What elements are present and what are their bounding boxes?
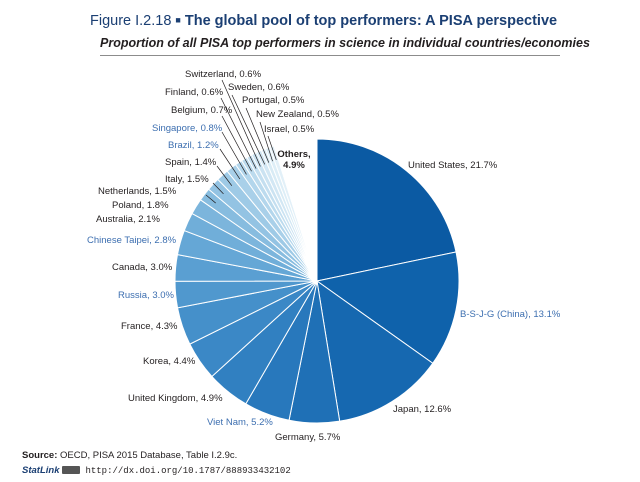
pie-leader-line xyxy=(231,94,266,165)
pie-label: Netherlands, 1.5% xyxy=(98,186,177,197)
statlink-line: StatLink http://dx.doi.org/10.1787/888933… xyxy=(22,465,291,476)
pie-label: Australia, 2.1% xyxy=(96,214,160,225)
pie-label: Others, 4.9% xyxy=(277,149,310,171)
source-note: Source: OECD, PISA 2015 Database, Table … xyxy=(22,450,237,461)
pie-label: Israel, 0.5% xyxy=(264,124,315,135)
statlink-url[interactable]: http://dx.doi.org/10.1787/888933432102 xyxy=(85,466,291,476)
pie-label: Belgium, 0.7% xyxy=(171,105,233,116)
figure-subtitle: Proportion of all PISA top performers in… xyxy=(100,36,590,50)
title-separator-icon: ■ xyxy=(175,15,181,25)
pie-label: B-S-J-G (China), 13.1% xyxy=(460,309,561,320)
pie-label: Poland, 1.8% xyxy=(112,200,169,211)
pie-label: Sweden, 0.6% xyxy=(228,82,290,93)
pie-label: New Zealand, 0.5% xyxy=(256,109,339,120)
pie-label: Spain, 1.4% xyxy=(165,157,217,168)
pie-leader-line xyxy=(267,135,277,160)
statlink-label: StatLink xyxy=(22,465,60,476)
pie-label: Italy, 1.5% xyxy=(165,174,209,185)
pie-slice xyxy=(315,251,460,364)
pie-slices xyxy=(174,138,460,424)
pie-label: Switzerland, 0.6% xyxy=(185,69,262,80)
pie-leader-line xyxy=(216,165,233,186)
figure-number: Figure I.2.18 xyxy=(90,13,172,29)
pie-leader-line xyxy=(219,148,241,180)
pie-label: Singapore, 0.8% xyxy=(152,123,223,134)
pie-label: Brazil, 1.2% xyxy=(168,140,219,151)
pie-slice xyxy=(316,138,457,282)
pie-leader-line xyxy=(221,131,247,175)
pie-leader-line xyxy=(205,194,216,204)
pie-leader-line xyxy=(221,115,252,172)
pie-label: United States, 21.7% xyxy=(408,160,498,171)
figure-title-line: Figure I.2.18 ■ The global pool of top per… xyxy=(90,13,610,29)
pie-label: United Kingdom, 4.9% xyxy=(128,393,223,404)
pie-label: Chinese Taipei, 2.8% xyxy=(87,235,177,246)
pie-label: Canada, 3.0% xyxy=(112,262,173,273)
pie-labels: United States, 21.7% B-S-J-G (China), 13.… xyxy=(87,69,561,443)
figure-title: The global pool of top performers: A PIS… xyxy=(184,13,558,29)
pie-leader-line xyxy=(220,97,257,169)
pie-label: Finland, 0.6% xyxy=(165,87,224,98)
pie-slice xyxy=(316,279,434,422)
source-prefix: Source: xyxy=(22,450,58,461)
pie-slice xyxy=(273,138,318,282)
pie-label: Japan, 12.6% xyxy=(393,404,452,415)
header-divider xyxy=(100,55,560,56)
pie-label: Russia, 3.0% xyxy=(118,290,175,301)
source-text: OECD, PISA 2015 Database, Table I.2.9c. xyxy=(60,450,238,461)
pie-leader-line xyxy=(245,107,270,163)
pie-leader-line xyxy=(221,79,261,167)
pie-label: Korea, 4.4% xyxy=(143,356,196,367)
pie-label: France, 4.3% xyxy=(121,321,178,332)
pie-leader-line xyxy=(212,182,224,195)
pie-leader-line xyxy=(259,121,273,162)
statlink-logo-icon xyxy=(62,466,81,475)
pie-label: Viet Nam, 5.2% xyxy=(207,417,273,428)
pie-label: Portugal, 0.5% xyxy=(242,95,305,106)
pie-leader-lines xyxy=(205,79,277,204)
pie-label: Germany, 5.7% xyxy=(275,432,341,443)
